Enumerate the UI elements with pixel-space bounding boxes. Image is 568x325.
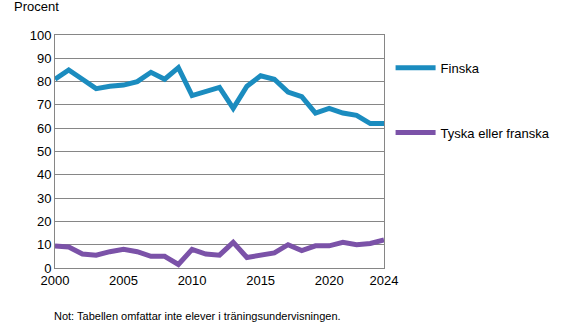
- svg-text:2000: 2000: [41, 273, 70, 288]
- svg-text:2024: 2024: [370, 273, 399, 288]
- svg-text:20: 20: [37, 214, 51, 229]
- svg-text:2010: 2010: [178, 273, 207, 288]
- svg-text:60: 60: [37, 121, 51, 136]
- svg-text:Not: Tabellen omfattar inte el: Not: Tabellen omfattar inte elever i trä…: [54, 310, 341, 322]
- svg-text:Tyska eller franska: Tyska eller franska: [441, 126, 550, 141]
- svg-text:40: 40: [37, 167, 51, 182]
- svg-text:0: 0: [44, 261, 51, 276]
- svg-text:10: 10: [37, 237, 51, 252]
- svg-text:Finska: Finska: [441, 61, 480, 76]
- svg-text:2015: 2015: [246, 273, 275, 288]
- svg-text:2005: 2005: [109, 273, 138, 288]
- svg-text:Procent: Procent: [14, 0, 59, 14]
- svg-text:90: 90: [37, 51, 51, 66]
- svg-text:80: 80: [37, 74, 51, 89]
- svg-text:30: 30: [37, 191, 51, 206]
- svg-text:100: 100: [30, 28, 52, 43]
- svg-text:70: 70: [37, 97, 51, 112]
- svg-text:2020: 2020: [315, 273, 344, 288]
- svg-text:50: 50: [37, 144, 51, 159]
